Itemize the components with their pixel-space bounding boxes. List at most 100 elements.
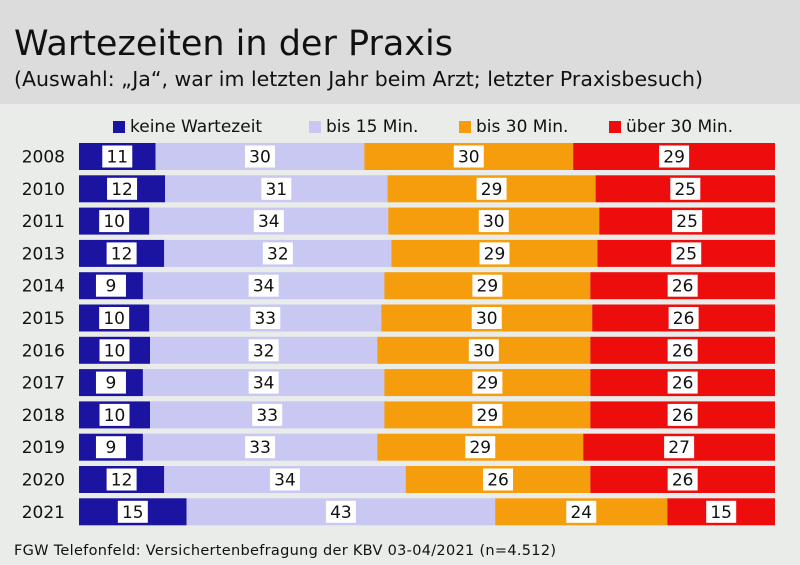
- value-label-2010-s2: 29: [481, 180, 503, 200]
- value-label-2010-s3: 25: [674, 180, 696, 200]
- value-label-2013-s0: 12: [111, 244, 133, 264]
- legend-label-keine-wartezeit: keine Wartezeit: [130, 117, 263, 137]
- value-label-2021-s0: 15: [122, 503, 144, 523]
- value-label-box-2017-s0: [95, 371, 126, 394]
- value-label-2021-s3: 15: [710, 503, 732, 523]
- value-label-2018-s2: 29: [477, 406, 499, 426]
- value-label-2019-s0: 9: [106, 438, 117, 458]
- value-label-2008-s2: 30: [458, 148, 480, 168]
- legend-item-keine-wartezeit: keine Wartezeit: [113, 116, 262, 138]
- value-label-2014-s3: 26: [672, 277, 694, 297]
- value-label-2021-s2: 24: [570, 503, 592, 523]
- value-label-box-2008-s1: [244, 145, 275, 168]
- category-label-2010: 2010: [22, 180, 65, 200]
- value-label-box-2018-s3: [667, 403, 698, 426]
- category-label-2014: 2014: [22, 277, 65, 297]
- value-label-box-2019-s0: [95, 436, 126, 459]
- legend-item-bis-30: bis 30 Min.: [459, 116, 568, 138]
- value-label-2019-s2: 29: [469, 438, 491, 458]
- value-label-box-2008-s3: [659, 145, 690, 168]
- value-label-2014-s2: 29: [477, 277, 499, 297]
- value-label-box-2016-s1: [248, 339, 279, 362]
- value-label-box-2017-s3: [667, 371, 698, 394]
- category-label-2008: 2008: [22, 148, 65, 168]
- value-label-2014-s0: 9: [106, 277, 117, 297]
- value-label-box-2011-s2: [478, 210, 509, 233]
- value-label-box-2014-s0: [95, 274, 126, 297]
- value-label-box-2016-s3: [667, 339, 698, 362]
- value-label-2013-s2: 29: [484, 244, 506, 264]
- value-label-2014-s1: 34: [253, 277, 275, 297]
- legend-swatch-bis-30: [459, 121, 471, 133]
- value-label-2019-s3: 27: [668, 438, 690, 458]
- category-label-2011: 2011: [22, 212, 65, 232]
- legend-label-bis-15: bis 15 Min.: [326, 117, 419, 137]
- header: Wartezeiten in der Praxis (Auswahl: „Ja“…: [0, 0, 800, 104]
- legend-swatch-bis-15: [309, 121, 321, 133]
- value-label-box-2018-s0: [99, 403, 130, 426]
- value-label-box-2008-s0: [102, 145, 133, 168]
- value-label-2013-s1: 32: [267, 244, 289, 264]
- value-label-box-2014-s1: [248, 274, 279, 297]
- value-label-box-2011-s1: [253, 210, 284, 233]
- value-label-box-2020-s1: [269, 468, 300, 491]
- value-label-2015-s1: 33: [254, 309, 276, 329]
- value-label-box-2011-s0: [99, 210, 130, 233]
- legend-item-bis-15: bis 15 Min.: [309, 116, 418, 138]
- value-label-box-2021-s3: [706, 500, 737, 523]
- value-label-2008-s1: 30: [249, 148, 271, 168]
- value-label-box-2013-s1: [262, 242, 293, 265]
- value-label-box-2020-s2: [483, 468, 514, 491]
- category-label-2015: 2015: [22, 309, 65, 329]
- value-label-2010-s1: 31: [265, 180, 287, 200]
- value-label-2017-s2: 29: [477, 374, 499, 394]
- value-label-2018-s3: 26: [672, 406, 694, 426]
- category-label-2017: 2017: [22, 374, 65, 394]
- category-label-2013: 2013: [22, 244, 65, 264]
- value-label-2015-s0: 10: [103, 309, 125, 329]
- value-label-box-2014-s2: [472, 274, 503, 297]
- legend-swatch-keine-wartezeit: [113, 121, 125, 133]
- value-label-2011-s0: 10: [103, 212, 125, 232]
- value-label-2017-s3: 26: [672, 374, 694, 394]
- value-label-2015-s3: 26: [673, 309, 695, 329]
- value-label-box-2010-s0: [107, 177, 138, 200]
- value-label-box-2021-s0: [117, 500, 148, 523]
- value-label-2021-s1: 43: [330, 503, 352, 523]
- value-label-box-2017-s1: [248, 371, 279, 394]
- category-label-2021: 2021: [22, 503, 65, 523]
- value-label-box-2013-s0: [106, 242, 137, 265]
- value-label-2020-s0: 12: [111, 471, 133, 491]
- value-label-2013-s3: 25: [675, 244, 697, 264]
- value-label-2010-s0: 12: [111, 180, 133, 200]
- value-label-box-2019-s2: [465, 436, 496, 459]
- value-label-2008-s3: 29: [663, 148, 685, 168]
- value-label-box-2008-s2: [453, 145, 484, 168]
- category-label-2019: 2019: [22, 438, 65, 458]
- chart-legend: keine Wartezeit bis 15 Min. bis 30 Min. …: [0, 116, 800, 138]
- value-label-box-2017-s2: [472, 371, 503, 394]
- value-label-2011-s1: 34: [258, 212, 280, 232]
- value-label-box-2016-s2: [468, 339, 499, 362]
- value-label-box-2015-s0: [99, 307, 130, 329]
- category-label-2020: 2020: [22, 471, 65, 491]
- value-label-box-2011-s3: [672, 210, 703, 233]
- value-label-2018-s0: 10: [104, 406, 126, 426]
- value-label-2016-s1: 32: [253, 341, 275, 361]
- value-label-box-2010-s2: [476, 177, 507, 200]
- value-label-box-2013-s2: [479, 242, 510, 265]
- value-label-box-2020-s3: [667, 468, 698, 491]
- value-label-box-2014-s3: [667, 274, 698, 297]
- value-label-box-2019-s3: [664, 436, 695, 459]
- value-label-2016-s3: 26: [672, 341, 694, 361]
- value-label-2017-s0: 9: [106, 374, 117, 394]
- value-label-2008-s0: 11: [106, 148, 128, 168]
- value-label-2019-s1: 33: [249, 438, 271, 458]
- value-label-box-2021-s1: [325, 500, 356, 523]
- page-subtitle: (Auswahl: „Ja“, war im letzten Jahr beim…: [14, 67, 703, 91]
- value-label-box-2015-s3: [668, 307, 699, 329]
- value-label-box-2013-s3: [671, 242, 702, 265]
- value-label-box-2019-s1: [245, 436, 276, 459]
- value-label-box-2018-s1: [252, 403, 283, 426]
